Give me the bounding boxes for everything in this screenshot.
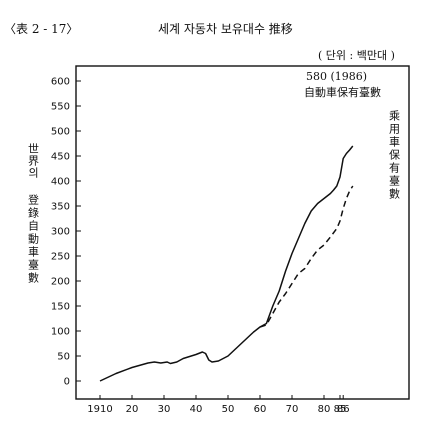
y-tick-label: 400 bbox=[51, 177, 70, 188]
y-tick-label: 350 bbox=[51, 202, 70, 213]
y-tick-label: 250 bbox=[51, 252, 70, 263]
x-tick-label: 20 bbox=[126, 404, 139, 415]
y-axis-label-part2: 登錄自動車臺數 bbox=[27, 193, 40, 285]
y-tick-label: 300 bbox=[51, 227, 70, 238]
plot-frame bbox=[75, 65, 410, 400]
annotation-passenger-label: 乘用車保有臺數 bbox=[388, 110, 401, 201]
y-tick-label: 50 bbox=[57, 352, 70, 363]
series-layer bbox=[99, 145, 354, 382]
x-tick-label: 60 bbox=[254, 404, 267, 415]
x-tick-label: 30 bbox=[158, 404, 171, 415]
table-number: 〈表 2 - 17〉 bbox=[4, 22, 78, 36]
y-tick-label: 550 bbox=[51, 102, 70, 113]
x-tick-label: 40 bbox=[190, 404, 203, 415]
x-tick-label: 85 bbox=[334, 404, 347, 415]
y-axis: 0 50 100 150 200 250 300 350 400 450 500 550 600 bbox=[51, 77, 81, 388]
x-tick-label: 50 bbox=[222, 404, 235, 415]
annotation-total-label: 自動車保有臺數 bbox=[304, 85, 381, 99]
x-tick-label: 70 bbox=[286, 404, 299, 415]
y-tick-label: 200 bbox=[51, 277, 70, 288]
series-total-vehicles-line bbox=[99, 145, 354, 382]
chart-title: 세계 자동차 보유대수 推移 bbox=[158, 22, 293, 36]
y-tick-label: 150 bbox=[51, 302, 70, 313]
unit-label: ( 단위 : 백만대 ) bbox=[318, 49, 395, 62]
x-tick-label: 80 bbox=[318, 404, 331, 415]
series-passenger-cars-line bbox=[259, 185, 354, 328]
y-tick-label: 600 bbox=[51, 77, 70, 88]
y-tick-label: 100 bbox=[51, 327, 70, 338]
y-tick-label: 500 bbox=[51, 127, 70, 138]
x-tick-label: 86 bbox=[337, 404, 350, 415]
y-tick-label: 450 bbox=[51, 152, 70, 163]
x-tick-label: 1910 bbox=[87, 404, 112, 415]
y-axis-label-part1: 世界의 bbox=[27, 143, 40, 179]
annotation-total-value: 580 (1986) bbox=[306, 70, 367, 83]
y-tick-label: 0 bbox=[64, 377, 70, 388]
